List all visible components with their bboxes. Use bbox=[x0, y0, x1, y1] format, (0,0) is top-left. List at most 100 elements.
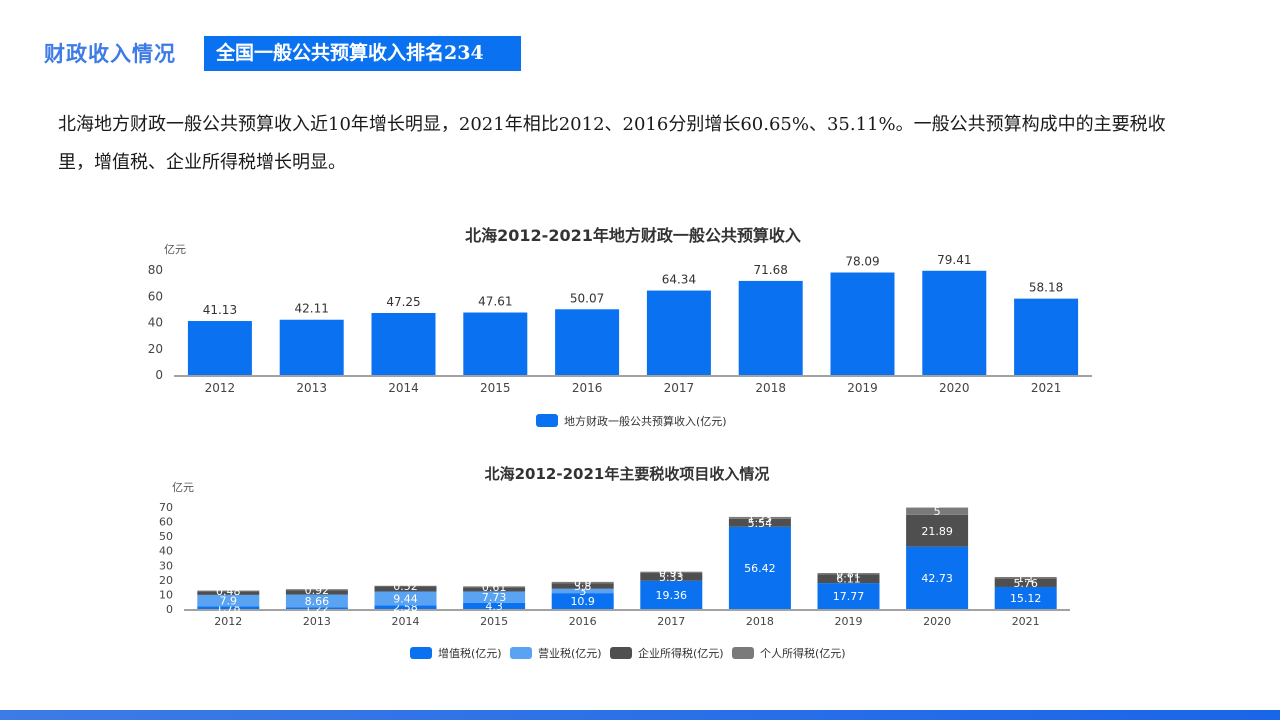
chart2-y-tick: 20 bbox=[159, 574, 173, 587]
chart2-y-tick: 0 bbox=[166, 603, 173, 616]
chart2-x-tick: 2014 bbox=[392, 615, 420, 628]
chart1-x-tick: 2013 bbox=[296, 381, 327, 395]
chart2-data-label: 8.66 bbox=[305, 595, 330, 608]
chart1-y-tick: 0 bbox=[155, 368, 163, 382]
chart2-x-tick: 2012 bbox=[214, 615, 242, 628]
chart2-data-label: 3 bbox=[579, 585, 586, 598]
chart2-data-label: 5.76 bbox=[1013, 577, 1038, 590]
chart2-x-tick: 2016 bbox=[569, 615, 597, 628]
chart1-data-label: 42.11 bbox=[295, 302, 329, 316]
chart2-data-label: 5.33 bbox=[659, 571, 684, 584]
chart2-data-label: 7.9 bbox=[220, 595, 238, 608]
chart2-x-tick: 2021 bbox=[1012, 615, 1040, 628]
chart2-bar-segment bbox=[285, 589, 348, 591]
chart1-bar bbox=[187, 321, 252, 375]
intro-paragraph: 北海地方财政一般公共预算收入近10年增长明显，2021年相比2012、2016分… bbox=[58, 114, 1166, 173]
chart2-y-tick: 40 bbox=[159, 545, 173, 558]
chart2-bar-segment bbox=[463, 591, 526, 603]
chart2-legend-label: 营业税(亿元) bbox=[538, 646, 602, 660]
chart1-data-label: 78.09 bbox=[845, 255, 879, 269]
chart1-x-tick: 2018 bbox=[755, 381, 786, 395]
chart1-bar bbox=[646, 290, 711, 375]
chart2-data-label: 17.77 bbox=[833, 590, 865, 603]
chart2-data-label: 0.48 bbox=[216, 585, 241, 598]
chart2-y-tick: 30 bbox=[159, 559, 173, 572]
chart2-y-tick: 50 bbox=[159, 530, 173, 543]
chart2-legend-label: 个人所得税(亿元) bbox=[760, 646, 846, 660]
chart2-data-label: 19.36 bbox=[656, 589, 688, 602]
chart2-bar-segment bbox=[551, 583, 614, 589]
section-title: 财政收入情况 bbox=[44, 41, 176, 66]
chart2-data-label: 1.1 bbox=[1017, 572, 1035, 585]
chart2-data-label: 56.42 bbox=[744, 562, 776, 575]
chart2-data-label: 5.54 bbox=[748, 517, 773, 530]
chart2-data-label: 1.78 bbox=[216, 602, 241, 615]
chart1-bar bbox=[830, 272, 895, 375]
chart2-data-label: 7.73 bbox=[482, 591, 507, 604]
chart2-title: 北海2012-2021年主要税收项目收入情况 bbox=[485, 465, 770, 483]
chart1-y-tick: 80 bbox=[148, 263, 163, 277]
chart2-bar-segment bbox=[463, 586, 526, 588]
chart2-bar-segment bbox=[640, 571, 703, 574]
chart2-data-label: 42.73 bbox=[921, 572, 953, 585]
chart2-data-label: 0.92 bbox=[305, 584, 330, 597]
chart1-data-label: 64.34 bbox=[662, 273, 696, 287]
chart2-bar-segment bbox=[551, 581, 614, 584]
chart2-bar-segment bbox=[906, 514, 969, 547]
chart2-bar-segment bbox=[728, 518, 791, 527]
chart2-bar-segment bbox=[374, 586, 437, 592]
chart2-y-unit: 亿元 bbox=[172, 481, 194, 494]
chart1-x-tick: 2014 bbox=[388, 381, 419, 395]
chart2-legend-swatch bbox=[510, 647, 532, 659]
chart1-x-tick: 2021 bbox=[1031, 381, 1062, 395]
chart2-bar-segment bbox=[374, 585, 437, 587]
chart2-bar-segment bbox=[197, 591, 260, 595]
chart2-bar-segment bbox=[728, 526, 791, 609]
chart1-bar bbox=[738, 280, 803, 375]
chart2-data-label: 0.52 bbox=[393, 580, 418, 593]
chart2-legend-swatch bbox=[610, 647, 632, 659]
chart1-bar bbox=[1014, 298, 1079, 375]
chart1-title: 北海2012-2021年地方财政一般公共预算收入 bbox=[465, 226, 801, 245]
chart2-bar-segment bbox=[197, 606, 260, 609]
chart2-y-tick: 60 bbox=[159, 516, 173, 529]
chart2-bar-segment bbox=[285, 607, 348, 609]
chart1-legend-swatch bbox=[536, 414, 558, 427]
chart1-legend-label: 地方财政一般公共预算收入(亿元) bbox=[564, 414, 727, 428]
chart2-data-label: 0.61 bbox=[482, 581, 507, 594]
chart1-data-label: 47.25 bbox=[386, 295, 420, 309]
chart2-data-label: 3.8 bbox=[574, 580, 592, 593]
chart1-bar bbox=[555, 309, 620, 375]
chart1-bar bbox=[371, 312, 436, 375]
chart2-bar-segment bbox=[197, 590, 260, 592]
chart2-legend-swatch bbox=[410, 647, 432, 659]
chart1-y-unit: 亿元 bbox=[164, 243, 186, 256]
chart1-data-label: 47.61 bbox=[478, 295, 512, 309]
chart2-bar-segment bbox=[374, 605, 437, 609]
chart2-bar-segment bbox=[551, 593, 614, 609]
chart1-y-tick: 60 bbox=[148, 289, 163, 303]
chart2-data-label: 9.44 bbox=[393, 592, 418, 605]
chart2-bar-segment bbox=[994, 586, 1057, 609]
chart2-x-tick: 2020 bbox=[923, 615, 951, 628]
chart2-bar-segment bbox=[994, 576, 1057, 579]
chart2-bar-segment bbox=[285, 594, 348, 608]
chart2-bar-segment bbox=[817, 573, 880, 575]
chart1-y-tick: 20 bbox=[148, 342, 163, 356]
chart1-x-tick: 2015 bbox=[480, 381, 511, 395]
chart2-data-label: 0.81 bbox=[836, 568, 861, 581]
chart2-bar-segment bbox=[994, 578, 1057, 587]
chart2-bar-segment bbox=[640, 580, 703, 609]
chart1-bar bbox=[463, 312, 528, 375]
chart1-bar bbox=[279, 319, 344, 375]
chart2-x-tick: 2018 bbox=[746, 615, 774, 628]
ranking-tag: 全国一般公共预算收入排名234 bbox=[204, 36, 521, 71]
chart1-x-tick: 2012 bbox=[205, 381, 236, 395]
chart2-x-tick: 2015 bbox=[480, 615, 508, 628]
chart2-data-label: 1.23 bbox=[748, 512, 773, 525]
chart1-data-label: 58.18 bbox=[1029, 281, 1063, 295]
chart2-x-tick: 2017 bbox=[657, 615, 685, 628]
chart2-bar-segment bbox=[463, 602, 526, 609]
chart2-legend-swatch bbox=[732, 647, 754, 659]
chart1-x-tick: 2019 bbox=[847, 381, 878, 395]
